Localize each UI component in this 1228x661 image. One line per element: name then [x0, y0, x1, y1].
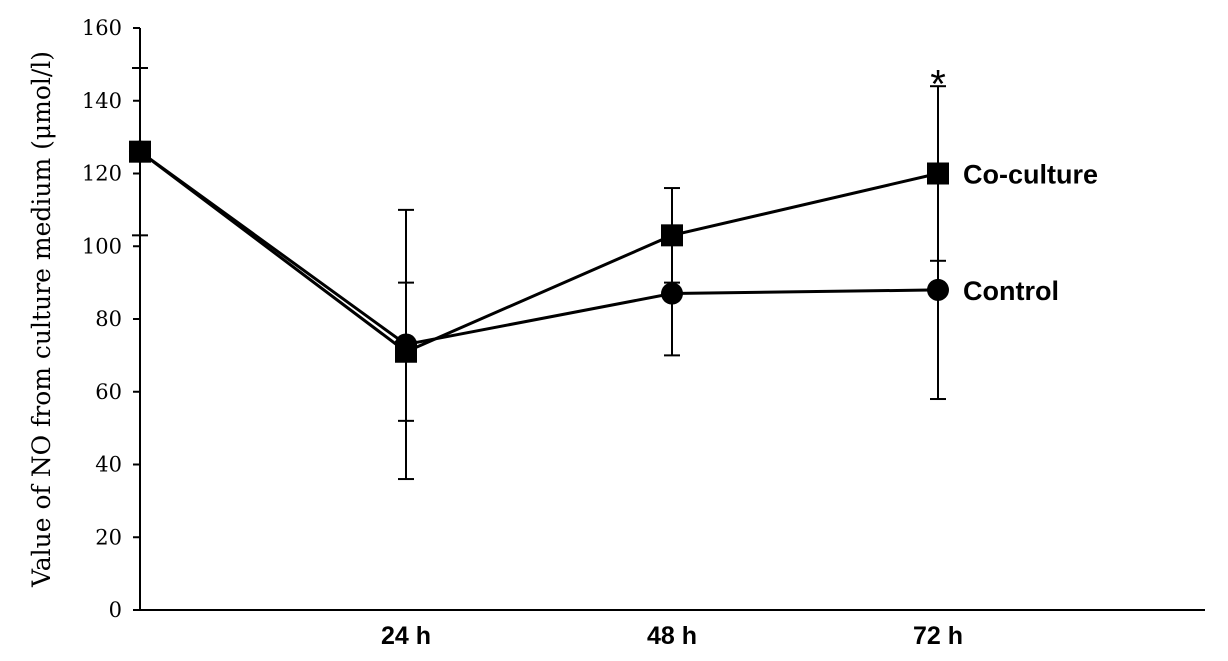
marker-circle-1-1	[395, 333, 417, 356]
error-bars	[132, 67, 946, 481]
series-label-0: Co-culture	[963, 160, 1098, 190]
x-tick-label-0: 24 h	[381, 622, 431, 650]
series-label-1: Control	[963, 276, 1059, 306]
y-ticks: 0 20 40 60 80 100 120 140 160	[82, 16, 140, 622]
marker-circle-1-2	[661, 282, 683, 305]
y-tick-label-80: 80	[95, 307, 122, 331]
y-tick-label-0: 0	[109, 598, 122, 622]
series-labels: Co-culture Control *	[930, 62, 1098, 306]
marker-circle-1-0	[129, 140, 151, 163]
y-tick-label-20: 20	[95, 525, 122, 549]
x-tick-label-1: 48 h	[647, 622, 697, 650]
y-tick-label-160: 160	[82, 16, 122, 40]
marker-circle-1-3	[927, 278, 949, 301]
series-markers	[129, 140, 949, 363]
series-line-0	[139, 150, 939, 354]
x-ticks: 24 h 48 h 72 h	[381, 622, 963, 650]
series-lines	[139, 150, 939, 354]
y-tick-label-40: 40	[95, 453, 122, 477]
y-tick-label-140: 140	[82, 89, 122, 113]
marker-square-0-3	[927, 162, 949, 185]
y-tick-label-100: 100	[82, 234, 122, 258]
y-axis-title: Value of NO from culture medium (μmol/l)	[27, 51, 56, 588]
y-tick-label-60: 60	[95, 380, 122, 404]
series-line-1	[139, 150, 939, 347]
y-tick-label-120: 120	[82, 162, 122, 186]
x-tick-label-2: 72 h	[913, 622, 963, 650]
significance-annotation-0: *	[930, 62, 946, 106]
marker-square-0-2	[661, 224, 683, 247]
